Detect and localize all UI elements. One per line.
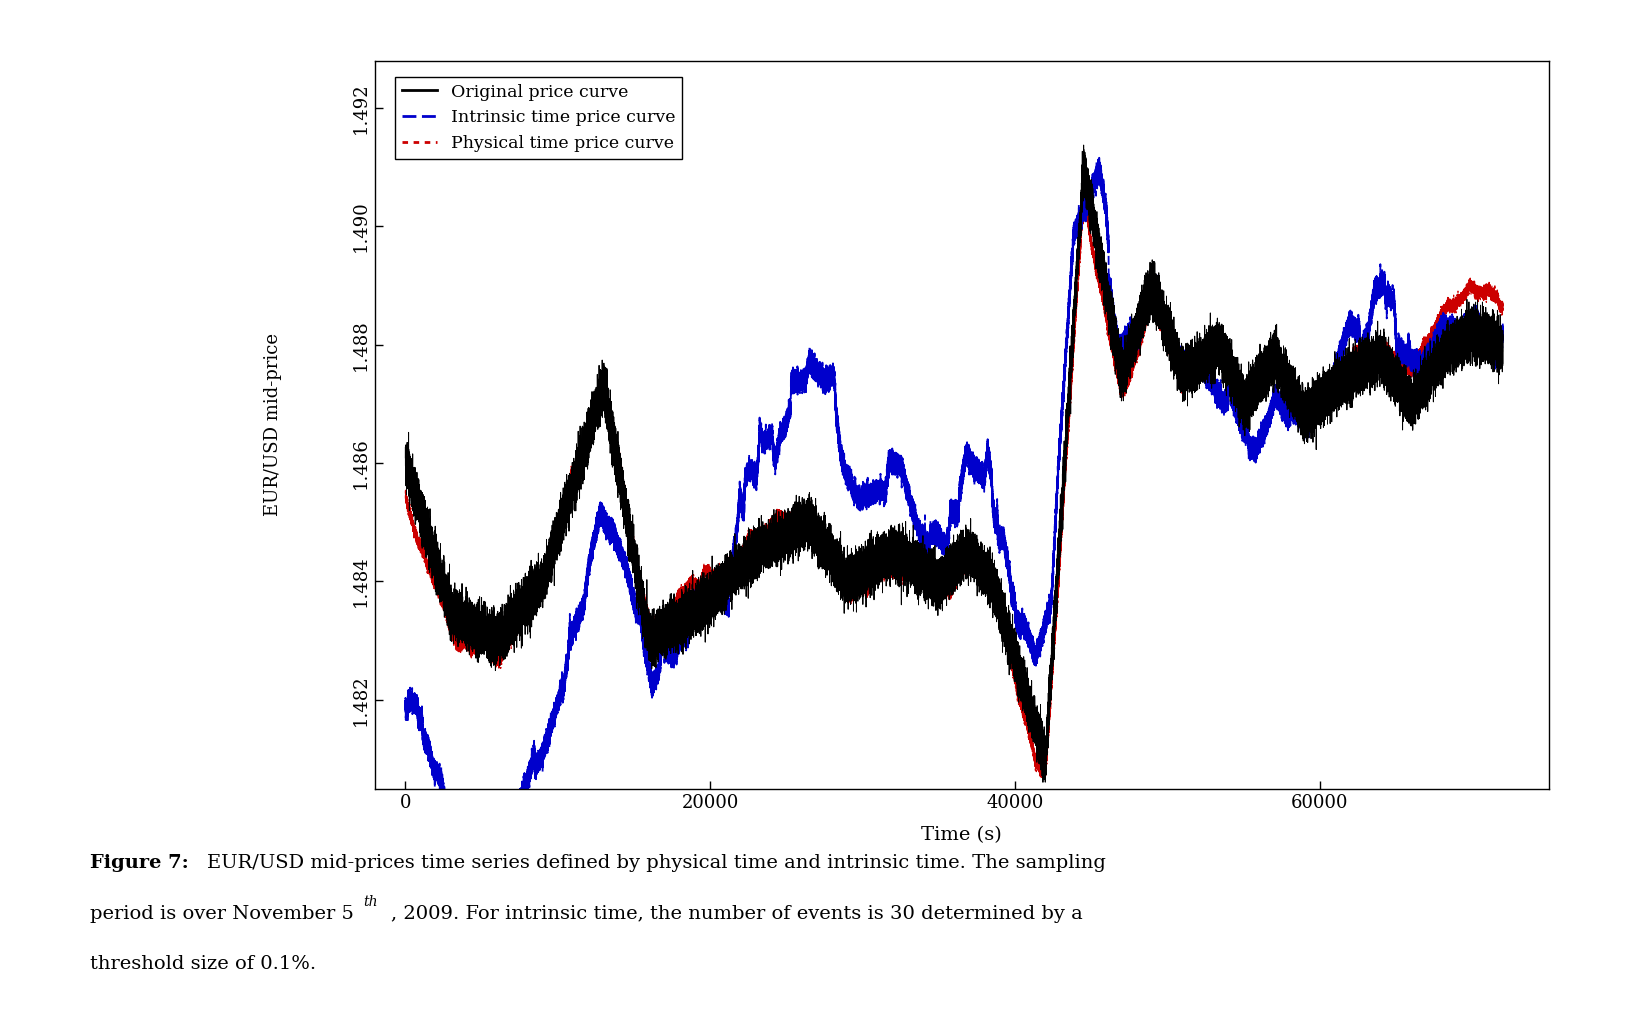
Original price curve	[1493, 334, 1513, 346]
Physical time price curve	[1033, 773, 1053, 786]
Text: EUR/USD mid-prices time series defined by physical time and intrinsic time. The : EUR/USD mid-prices time series defined b…	[207, 854, 1105, 872]
Intrinsic time price curve	[952, 470, 971, 482]
Intrinsic time price curve	[1253, 427, 1273, 439]
Intrinsic time price curve	[460, 867, 479, 880]
Physical time price curve	[862, 569, 882, 581]
Line: Physical time price curve: Physical time price curve	[406, 201, 1503, 779]
Intrinsic time price curve	[396, 695, 416, 707]
Intrinsic time price curve	[1379, 300, 1399, 312]
Line: Original price curve: Original price curve	[406, 145, 1503, 783]
Intrinsic time price curve	[1089, 152, 1108, 164]
Intrinsic time price curve	[828, 430, 848, 442]
Physical time price curve	[1493, 298, 1513, 310]
Physical time price curve	[828, 562, 848, 574]
Text: , 2009. For intrinsic time, the number of events is 30 determined by a: , 2009. For intrinsic time, the number o…	[391, 905, 1082, 923]
Legend: Original price curve, Intrinsic time price curve, Physical time price curve: Original price curve, Intrinsic time pri…	[396, 77, 683, 159]
Original price curve	[1379, 354, 1399, 366]
Physical time price curve	[396, 484, 416, 496]
Physical time price curve	[1253, 369, 1273, 381]
Physical time price curve	[601, 411, 621, 424]
Intrinsic time price curve	[1493, 317, 1513, 330]
Original price curve	[952, 543, 971, 555]
Original price curve	[862, 580, 882, 592]
Intrinsic time price curve	[601, 524, 621, 536]
Text: Figure 7:: Figure 7:	[90, 854, 189, 872]
Text: threshold size of 0.1%.: threshold size of 0.1%.	[90, 955, 316, 974]
Original price curve	[601, 416, 621, 428]
X-axis label: Time (s): Time (s)	[921, 826, 1002, 844]
Intrinsic time price curve	[862, 481, 882, 493]
Physical time price curve	[1379, 346, 1399, 358]
Original price curve	[828, 572, 848, 584]
Text: th: th	[363, 895, 378, 909]
Physical time price curve	[952, 564, 971, 576]
Original price curve	[1033, 776, 1053, 789]
Y-axis label: EUR/USD mid-price: EUR/USD mid-price	[264, 333, 282, 517]
Original price curve	[396, 452, 416, 464]
Original price curve	[1074, 139, 1094, 151]
Text: period is over November 5: period is over November 5	[90, 905, 354, 923]
Line: Intrinsic time price curve: Intrinsic time price curve	[406, 158, 1503, 874]
Original price curve	[1253, 367, 1273, 379]
Physical time price curve	[1076, 195, 1095, 207]
